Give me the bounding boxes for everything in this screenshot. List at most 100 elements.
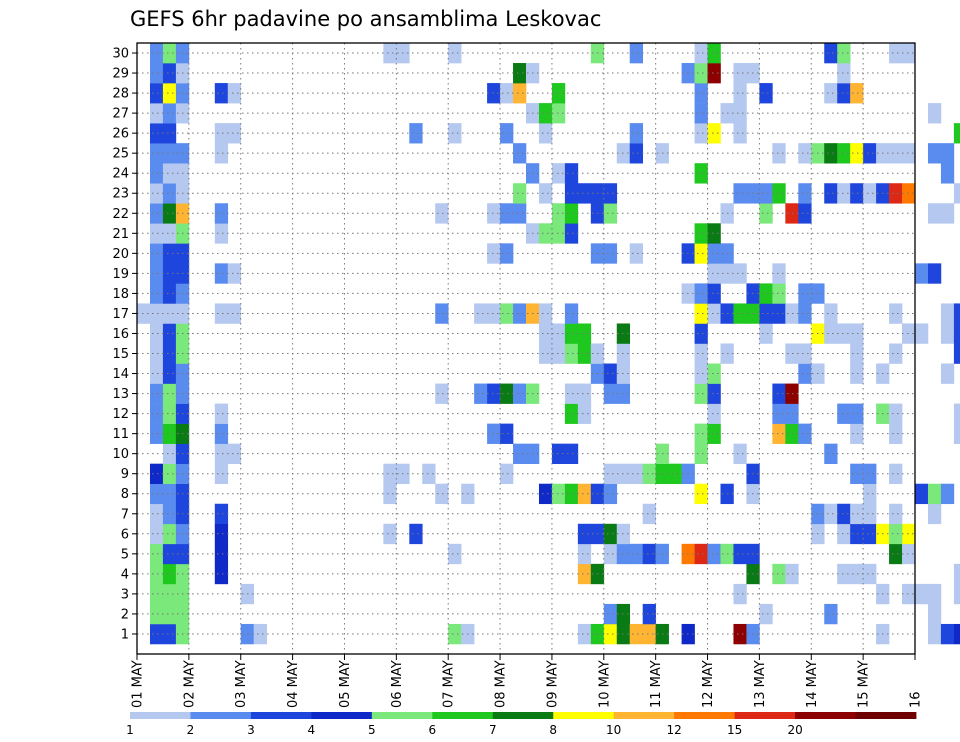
x-tick-label: 02 MAY	[182, 660, 197, 708]
heatmap-cell	[149, 423, 164, 444]
heatmap-cell	[889, 183, 903, 204]
heatmap-cell	[642, 503, 656, 525]
heatmap-cell	[603, 623, 618, 645]
heatmap-cell	[214, 403, 229, 424]
heatmap-cell	[448, 543, 462, 565]
heatmap-cell	[759, 203, 773, 224]
y-tick-label: 15	[112, 347, 129, 362]
heatmap-cell	[863, 183, 877, 204]
heatmap-cell	[694, 163, 708, 184]
y-tick-label: 17	[112, 307, 129, 322]
heatmap-cell	[149, 463, 164, 485]
heatmap-cell	[772, 563, 786, 585]
legend-label: 2	[187, 723, 195, 737]
heatmap-cell	[824, 443, 838, 464]
heatmap-cell	[927, 503, 942, 525]
heatmap-cell	[162, 143, 177, 164]
heatmap-cell	[487, 383, 501, 404]
heatmap-cell	[564, 403, 579, 424]
heatmap-cell	[435, 383, 449, 404]
legend-label: 5	[368, 723, 376, 737]
heatmap-cell	[707, 243, 721, 264]
heatmap-cell	[798, 283, 812, 304]
heatmap-cell	[383, 523, 397, 545]
heatmap-cell	[448, 623, 462, 645]
heatmap-cell	[500, 303, 514, 324]
heatmap-cell	[837, 403, 851, 424]
legend-label: 1	[126, 723, 134, 737]
heatmap-cell	[629, 543, 643, 565]
heatmap-cell	[629, 623, 643, 645]
legend-swatch	[371, 712, 433, 719]
heatmap-cell	[850, 343, 864, 364]
heatmap-cell	[162, 103, 177, 124]
heatmap-cell	[953, 563, 960, 585]
heatmap-cell	[564, 323, 579, 344]
y-tick-label: 1	[121, 627, 129, 642]
legend-swatch	[190, 712, 252, 719]
heatmap-cell	[538, 103, 553, 124]
y-tick-label: 23	[112, 187, 129, 202]
heatmap-cell	[487, 83, 501, 104]
heatmap-cell	[642, 463, 656, 485]
heatmap-cell	[629, 143, 643, 164]
x-tick-label: 15 MAY	[857, 660, 872, 708]
y-tick-label: 20	[112, 247, 129, 262]
heatmap-cell	[733, 123, 747, 144]
heatmap-cell	[162, 83, 177, 104]
y-tick-label: 13	[112, 387, 129, 402]
heatmap-cell	[577, 343, 592, 364]
y-tick-label: 28	[112, 87, 129, 102]
heatmap-cell	[798, 343, 812, 364]
heatmap-cell	[694, 363, 708, 384]
heatmap-cell	[149, 283, 164, 304]
heatmap-cell	[798, 363, 812, 384]
heatmap-cell	[551, 483, 566, 505]
heatmap-cell	[603, 523, 618, 545]
heatmap-cell	[538, 303, 553, 324]
heatmap-cell	[863, 523, 877, 545]
heatmap-cell	[694, 43, 708, 64]
heatmap-cell	[953, 403, 960, 424]
heatmap-cell	[214, 143, 229, 164]
heatmap-cell	[759, 323, 773, 344]
heatmap-cell	[837, 63, 851, 84]
heatmap-cell	[798, 303, 812, 324]
heatmap-cell	[940, 203, 955, 224]
heatmap-cell	[500, 83, 514, 104]
heatmap-cell	[785, 423, 799, 444]
heatmap-cell	[162, 543, 177, 565]
heatmap-cell	[551, 203, 566, 224]
heatmap-cell	[513, 443, 527, 464]
heatmap-cell	[915, 483, 929, 505]
heatmap-cell	[149, 583, 164, 605]
heatmap-cell	[214, 563, 229, 585]
heatmap-cell	[214, 423, 229, 444]
heatmap-cell	[577, 543, 592, 565]
heatmap-cell	[577, 323, 592, 344]
heatmap-cell	[577, 183, 592, 204]
heatmap-cell	[162, 323, 177, 344]
heatmap-cell	[629, 123, 643, 144]
heatmap-cell	[798, 423, 812, 444]
heatmap-cell	[162, 263, 177, 284]
heatmap-cell	[707, 223, 721, 244]
heatmap-cell	[162, 43, 177, 64]
heatmap-cell	[759, 303, 773, 324]
heatmap-cell	[448, 123, 462, 144]
heatmap-cell	[772, 283, 786, 304]
x-tick-label: 03 MAY	[234, 660, 249, 708]
heatmap-cell	[577, 403, 592, 424]
heatmap-cell	[927, 263, 942, 284]
heatmap-cell	[850, 183, 864, 204]
heatmap-cell	[694, 483, 708, 505]
heatmap-cell	[694, 283, 708, 304]
heatmap-cell	[927, 623, 942, 645]
heatmap-cell	[953, 323, 960, 344]
heatmap-cell	[500, 463, 514, 485]
heatmap-cell	[694, 83, 708, 104]
heatmap-cell	[227, 83, 242, 104]
heatmap-cell	[668, 463, 682, 485]
y-tick-label: 16	[112, 327, 129, 342]
heatmap-cell	[772, 383, 786, 404]
